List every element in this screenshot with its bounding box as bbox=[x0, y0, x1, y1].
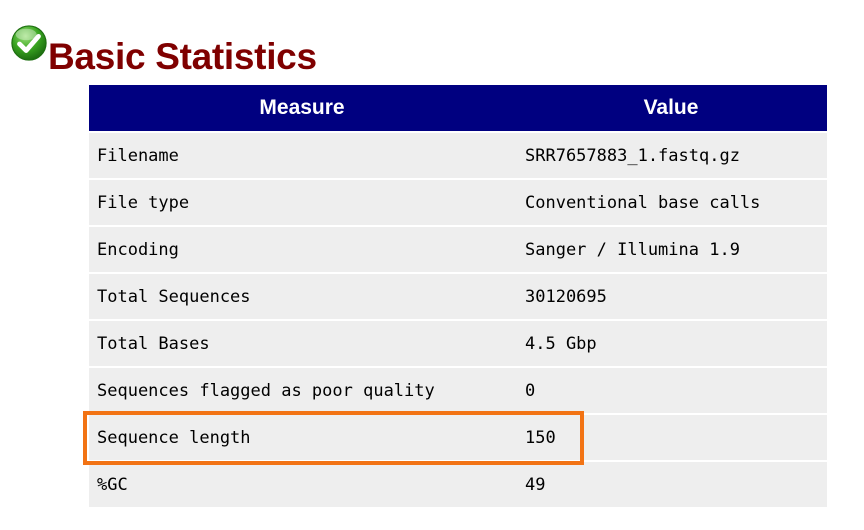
column-header-value: Value bbox=[515, 85, 827, 131]
page-title: Basic Statistics bbox=[48, 36, 317, 77]
basic-statistics-table: Measure Value Filename SRR7657883_1.fast… bbox=[89, 83, 827, 509]
value-cell: Sanger / Illumina 1.9 bbox=[515, 227, 827, 272]
value-cell: 49 bbox=[515, 462, 827, 507]
table-header-row: Measure Value bbox=[89, 85, 827, 131]
value-cell: 30120695 bbox=[515, 274, 827, 319]
table-row-highlighted: Sequence length 150 bbox=[89, 415, 827, 460]
value-cell: 4.5 Gbp bbox=[515, 321, 827, 366]
table-row: %GC 49 bbox=[89, 462, 827, 507]
check-icon bbox=[11, 25, 47, 61]
measure-cell: Total Sequences bbox=[89, 274, 515, 319]
table-row: Total Bases 4.5 Gbp bbox=[89, 321, 827, 366]
measure-cell: File type bbox=[89, 180, 515, 225]
value-cell: SRR7657883_1.fastq.gz bbox=[515, 133, 827, 178]
table-row: Filename SRR7657883_1.fastq.gz bbox=[89, 133, 827, 178]
table-row: File type Conventional base calls bbox=[89, 180, 827, 225]
measure-cell: Encoding bbox=[89, 227, 515, 272]
column-header-measure: Measure bbox=[89, 85, 515, 131]
measure-cell: Filename bbox=[89, 133, 515, 178]
table-row: Sequences flagged as poor quality 0 bbox=[89, 368, 827, 413]
measure-cell: Sequence length bbox=[89, 415, 515, 460]
table-row: Encoding Sanger / Illumina 1.9 bbox=[89, 227, 827, 272]
value-cell: Conventional base calls bbox=[515, 180, 827, 225]
measure-cell: Total Bases bbox=[89, 321, 515, 366]
measure-cell: %GC bbox=[89, 462, 515, 507]
value-cell: 150 bbox=[515, 415, 827, 460]
table-row: Total Sequences 30120695 bbox=[89, 274, 827, 319]
measure-cell: Sequences flagged as poor quality bbox=[89, 368, 515, 413]
value-cell: 0 bbox=[515, 368, 827, 413]
